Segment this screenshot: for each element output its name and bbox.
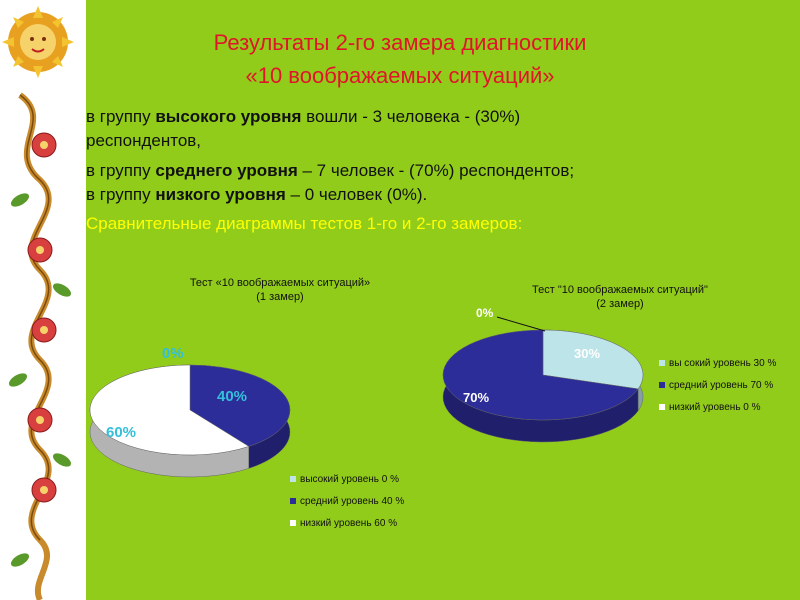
legend-item: низкий уровень 0 % xyxy=(659,396,776,418)
legend-label: низкий уровень 0 % xyxy=(669,401,761,413)
body-line-4: в группу низкого уровня – 0 человек (0%)… xyxy=(86,185,427,205)
body-line-1: в группу высокого уровня вошли - 3 челов… xyxy=(86,107,520,127)
legend-item: вы сокий уровень 30 % xyxy=(659,352,776,374)
legend-item: низкий уровень 60 % xyxy=(290,512,404,534)
legend-label: вы сокий уровень 30 % xyxy=(669,357,777,369)
chart-1-title: Тест «10 воображаемых ситуаций» (1 замер… xyxy=(130,276,430,304)
chart-1-title-text: Тест «10 воображаемых ситуаций» xyxy=(189,277,371,289)
chart-1-label-low: 60% xyxy=(106,424,137,441)
legend-swatch xyxy=(659,382,665,388)
body-line-3-bold: среднего уровня xyxy=(155,161,298,180)
body-line-5: Сравнительные диаграммы тестов 1-го и 2-… xyxy=(86,214,523,233)
body-line-3-post: – 7 человек - (70%) респондентов; xyxy=(297,161,575,180)
pie-slice-0 xyxy=(542,329,644,390)
pie-slice-2 xyxy=(89,364,250,456)
body-line-1-pre: в группу xyxy=(86,107,156,126)
chart-1-pie xyxy=(89,364,291,478)
body-line-4-pre: в группу xyxy=(86,185,156,204)
slide-title-line-2: «10 воображаемых ситуаций» xyxy=(245,63,555,88)
chart-2-title-text: Тест "10 воображаемых ситуаций" xyxy=(532,284,708,296)
legend-item: средний уровень 70 % xyxy=(659,374,776,396)
chart-2-subtitle: (2 замер) xyxy=(596,298,644,310)
ornament-border-icon xyxy=(2,6,74,600)
body-line-3-pre: в группу xyxy=(86,161,156,180)
legend-label: средний уровень 70 % xyxy=(669,379,774,391)
legend-swatch xyxy=(659,404,665,410)
chart-1-label-high: 0% xyxy=(162,345,184,362)
legend-item: высокий уровень 0 % xyxy=(290,468,404,490)
legend-swatch xyxy=(659,360,665,366)
body-line-4-bold: низкого уровня xyxy=(155,185,286,204)
legend-swatch xyxy=(290,498,296,504)
pie-slice-1 xyxy=(189,364,291,447)
pie-slice-1 xyxy=(442,329,639,421)
chart-2-label-zero: 0% xyxy=(476,306,494,320)
chart-2-leader-line xyxy=(496,316,546,332)
body-line-1-post: вошли - 3 человека - (30%) xyxy=(301,107,521,126)
chart-2-title: Тест "10 воображаемых ситуаций" (2 замер… xyxy=(470,283,770,311)
slide-title-line-1: Результаты 2-го замера диагностики xyxy=(213,30,587,55)
chart-1-legend: высокий уровень 0 % средний уровень 40 %… xyxy=(290,468,404,534)
chart-2-label-mid: 70% xyxy=(463,390,490,405)
legend-label: низкий уровень 60 % xyxy=(300,517,398,529)
body-line-2: респондентов, xyxy=(86,131,202,150)
body-line-1-bold: высокого уровня xyxy=(155,107,302,126)
ornament-border xyxy=(0,0,86,600)
body-line-3: в группу среднего уровня – 7 человек - (… xyxy=(86,161,574,181)
chart-2-pie xyxy=(442,329,644,443)
legend-swatch xyxy=(290,476,296,482)
chart-2-legend: вы сокий уровень 30 % средний уровень 70… xyxy=(659,352,776,418)
legend-item: средний уровень 40 % xyxy=(290,490,404,512)
chart-1-subtitle: (1 замер) xyxy=(256,291,304,303)
legend-label: средний уровень 40 % xyxy=(300,495,405,507)
legend-label: высокий уровень 0 % xyxy=(300,473,400,485)
chart-2-label-high: 30% xyxy=(574,346,601,361)
chart-1-label-mid: 40% xyxy=(217,388,248,405)
legend-swatch xyxy=(290,520,296,526)
body-line-4-post: – 0 человек (0%). xyxy=(285,185,428,204)
